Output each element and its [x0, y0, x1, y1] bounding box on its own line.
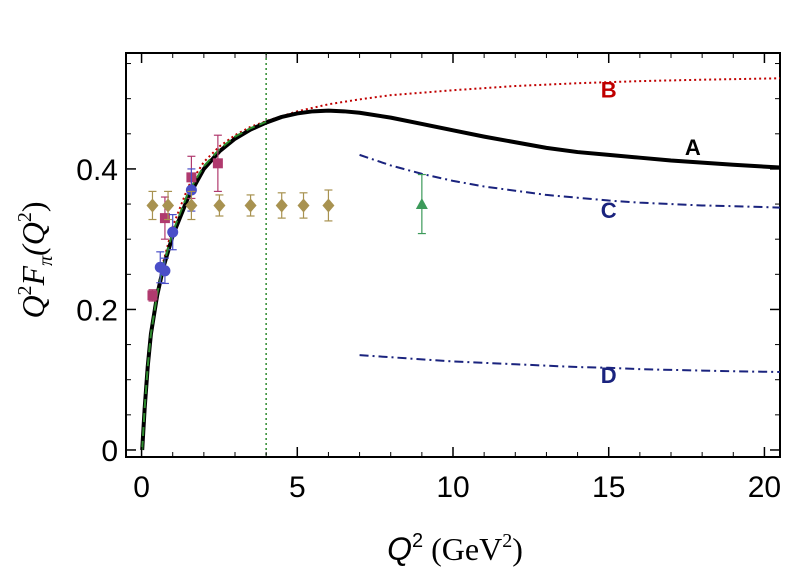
- x-axis-label-sup: 2: [412, 530, 423, 552]
- data-point-circle: [159, 265, 171, 277]
- series-line-d: [359, 354, 781, 373]
- y-axis-label-open: (Q: [15, 222, 51, 256]
- y-axis-label-arg-sup: 2: [14, 212, 36, 222]
- curve-label-b: B: [601, 77, 617, 102]
- x-tick-label: 0: [133, 471, 150, 504]
- x-axis-label-units: (GeV: [431, 531, 502, 567]
- y-axis-label-f: F: [15, 265, 51, 286]
- x-axis-label-units-close: ): [512, 531, 523, 567]
- data-point-square: [159, 213, 170, 224]
- y-axis-label-close: ): [15, 201, 51, 212]
- y-tick-label: 0: [101, 435, 118, 468]
- data-point-diamond: [275, 198, 288, 213]
- y-tick-label: 0.2: [76, 294, 118, 327]
- data-point-diamond: [322, 198, 335, 213]
- x-axis-label-base: Q: [387, 531, 412, 567]
- x-tick-label: 15: [592, 471, 625, 504]
- x-axis-label: Q2 (GeV2): [387, 530, 523, 567]
- data-point-diamond: [162, 198, 175, 213]
- data-point-diamond: [146, 198, 159, 213]
- series-line-green-dashed: [141, 120, 267, 451]
- x-axis-label-units-sup: 2: [502, 530, 512, 552]
- plot-area-border: [125, 52, 781, 458]
- ticks-layer: 0 5 10 15 20 0 0.2 0.4: [76, 53, 781, 504]
- data-point-square: [147, 290, 158, 301]
- curve-label-a: A: [685, 135, 701, 160]
- plot-frame: [125, 52, 781, 458]
- data-point-square: [212, 158, 223, 169]
- x-tick-label: 5: [289, 471, 306, 504]
- y-axis-label-q-sup: 2: [14, 285, 36, 295]
- data-point-diamond: [185, 198, 198, 213]
- y-axis-label-f-sub: π: [35, 255, 57, 266]
- data-point-triangle: [415, 198, 428, 210]
- data-point-diamond: [213, 198, 226, 213]
- x-tick-label: 20: [748, 471, 781, 504]
- y-axis-label-q: Q: [15, 295, 51, 318]
- data-points-layer: [146, 134, 428, 302]
- curve-label-d: D: [601, 363, 617, 388]
- y-axis-label: Q2Fπ(Q2): [14, 201, 57, 318]
- series-line-c: [359, 153, 781, 209]
- data-point-circle: [185, 184, 197, 196]
- curve-label-c: C: [601, 198, 617, 223]
- series-line-b: [141, 77, 781, 451]
- data-point-circle: [167, 226, 179, 238]
- curve-labels-layer: A B C D: [601, 77, 701, 388]
- series-line-a: [140, 108, 781, 451]
- data-point-diamond: [244, 198, 257, 213]
- data-point-diamond: [297, 198, 310, 213]
- x-tick-label: 10: [436, 471, 469, 504]
- y-tick-label: 0.4: [76, 154, 118, 187]
